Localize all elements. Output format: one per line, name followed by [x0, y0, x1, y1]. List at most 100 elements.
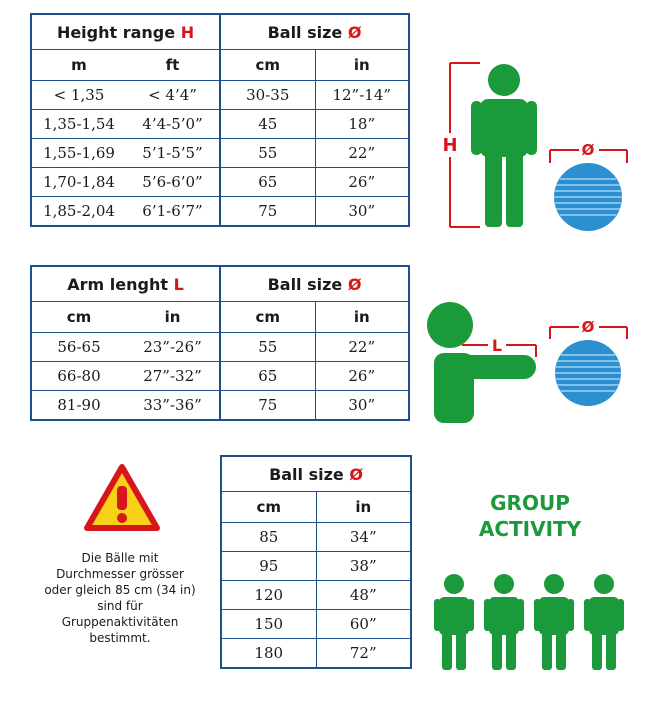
- table-cell: 150: [221, 609, 317, 639]
- column-header-cm: cm: [220, 49, 316, 81]
- table-row: 150 60”: [221, 609, 412, 639]
- table-cell: 30”: [315, 390, 410, 421]
- person-arm-extended-icon: [427, 302, 536, 423]
- diameter-symbol: Ø: [347, 274, 362, 294]
- table-row: 85 34”: [221, 522, 412, 552]
- table-cell: < 4’4”: [126, 80, 222, 110]
- table-cell: 120: [221, 580, 317, 610]
- note-line: Die Bälle mit: [81, 551, 159, 565]
- table-cell: 81-90: [31, 390, 126, 421]
- diameter-label: Ø: [582, 318, 595, 336]
- note-line: Durchmesser grösser: [56, 567, 184, 581]
- table-cell: 75: [220, 390, 316, 421]
- height-range-title: Height range: [56, 22, 176, 42]
- table-cell: 55: [220, 332, 316, 362]
- table-row: 1,55-1,69 5’1-5’5” 55 22”: [31, 138, 410, 168]
- table-cell: 30”: [315, 196, 410, 227]
- table-cell: 18”: [315, 109, 410, 139]
- column-header-in: in: [315, 301, 410, 333]
- table-cell: 48”: [316, 580, 412, 610]
- table-cell: 22”: [315, 332, 410, 362]
- table-row: < 1,35 < 4’4” 30-35 12”-14”: [31, 80, 410, 110]
- person-icon: [584, 574, 624, 670]
- table-cell: 65: [220, 361, 316, 391]
- table-row: 1,35-1,54 4’4-5’0” 45 18”: [31, 109, 410, 139]
- ball-size-header: Ball size Ø: [221, 456, 412, 492]
- ball-size-title: Ball size: [269, 464, 344, 484]
- column-header-in: in: [316, 491, 412, 523]
- diameter-label-bg: [579, 318, 599, 336]
- height-range-header: Height range H: [31, 14, 222, 50]
- height-label-bg: [442, 133, 458, 157]
- ball-size-header: Ball size Ø: [220, 266, 410, 302]
- group-ball-size-table: Ball size Ø cm in 85 34” 95 38” 120 48” …: [220, 455, 413, 669]
- height-symbol: H: [180, 22, 195, 42]
- table-cell: 45: [220, 109, 316, 139]
- diameter-label-bg: [579, 141, 599, 159]
- column-header-ft: ft: [126, 49, 222, 81]
- table-cell: 22”: [315, 138, 410, 168]
- note-line: oder gleich 85 cm (34 in): [44, 583, 196, 597]
- table-row: 81-90 33”-36” 75 30”: [31, 390, 410, 421]
- table-row: 56-65 23”-26” 55 22”: [31, 332, 410, 362]
- note-line: Gruppenaktivitäten: [61, 615, 179, 629]
- table-cell: 23”-26”: [126, 332, 222, 362]
- person-standing-icon: [471, 64, 537, 227]
- arm-length-header: Arm lenght L: [31, 266, 222, 302]
- arm-length-title: Arm lenght: [67, 274, 168, 294]
- table-row: 66-80 27”-32” 65 26”: [31, 361, 410, 391]
- table-cell: 95: [221, 551, 317, 581]
- group-activity-line: GROUP: [490, 491, 570, 515]
- arm-length-illustration: L Ø: [427, 302, 628, 423]
- height-illustration: H Ø: [442, 62, 628, 231]
- column-header-cm: cm: [31, 301, 126, 333]
- group-activity-title: GROUP ACTIVITY: [470, 490, 590, 542]
- table-row: 1,70-1,84 5’6-6’0” 65 26”: [31, 167, 410, 197]
- table-cell: 27”-32”: [126, 361, 222, 391]
- person-icon: [434, 574, 474, 670]
- table-cell: 12”-14”: [315, 80, 410, 110]
- arm-symbol: L: [173, 274, 184, 294]
- height-range-table: Height range H Ball size Ø m ft cm in < …: [30, 13, 411, 227]
- table-cell: 1,55-1,69: [31, 138, 126, 168]
- exercise-ball-icon: [555, 340, 621, 406]
- table-cell: 55: [220, 138, 316, 168]
- arm-label: L: [492, 336, 502, 355]
- column-header-in: in: [315, 49, 410, 81]
- table-cell: 56-65: [31, 332, 126, 362]
- ball-size-title: Ball size: [267, 274, 343, 294]
- arm-label-bg: [488, 335, 506, 353]
- column-header-m: m: [31, 49, 126, 81]
- table-cell: 60”: [316, 609, 412, 639]
- group-ball-note: Die Bälle mit Durchmesser grösser oder g…: [40, 550, 200, 646]
- table-cell: 33”-36”: [126, 390, 222, 421]
- ball-size-header: Ball size Ø: [220, 14, 410, 50]
- table-cell: 66-80: [31, 361, 126, 391]
- note-line: bestimmt.: [89, 631, 151, 645]
- group-people-icon: [434, 574, 624, 670]
- table-row: 95 38”: [221, 551, 412, 581]
- table-cell: 34”: [316, 522, 412, 552]
- table-cell: 4’4-5’0”: [126, 109, 222, 139]
- arm-length-table: Arm lenght L Ball size Ø cm in cm in 56-…: [30, 265, 411, 421]
- table-cell: 5’6-6’0”: [126, 167, 222, 197]
- table-cell: 26”: [315, 167, 410, 197]
- column-header-in: in: [126, 301, 222, 333]
- table-cell: 1,85-2,04: [31, 196, 126, 227]
- table-row: 120 48”: [221, 580, 412, 610]
- table-cell: 26”: [315, 361, 410, 391]
- table-cell: < 1,35: [31, 80, 126, 110]
- person-icon: [534, 574, 574, 670]
- warning-icon: [84, 464, 160, 531]
- exercise-ball-icon: [554, 163, 622, 231]
- column-header-cm: cm: [221, 491, 317, 523]
- table-cell: 5’1-5’5”: [126, 138, 222, 168]
- ball-size-title: Ball size: [267, 22, 343, 42]
- table-cell: 85: [221, 522, 317, 552]
- note-line: sind für: [97, 599, 143, 613]
- table-row: 180 72”: [221, 638, 412, 669]
- table-row: 1,85-2,04 6’1-6’7” 75 30”: [31, 196, 410, 227]
- group-activity-line: ACTIVITY: [478, 517, 582, 541]
- diameter-symbol: Ø: [347, 22, 362, 42]
- table-cell: 6’1-6’7”: [126, 196, 222, 227]
